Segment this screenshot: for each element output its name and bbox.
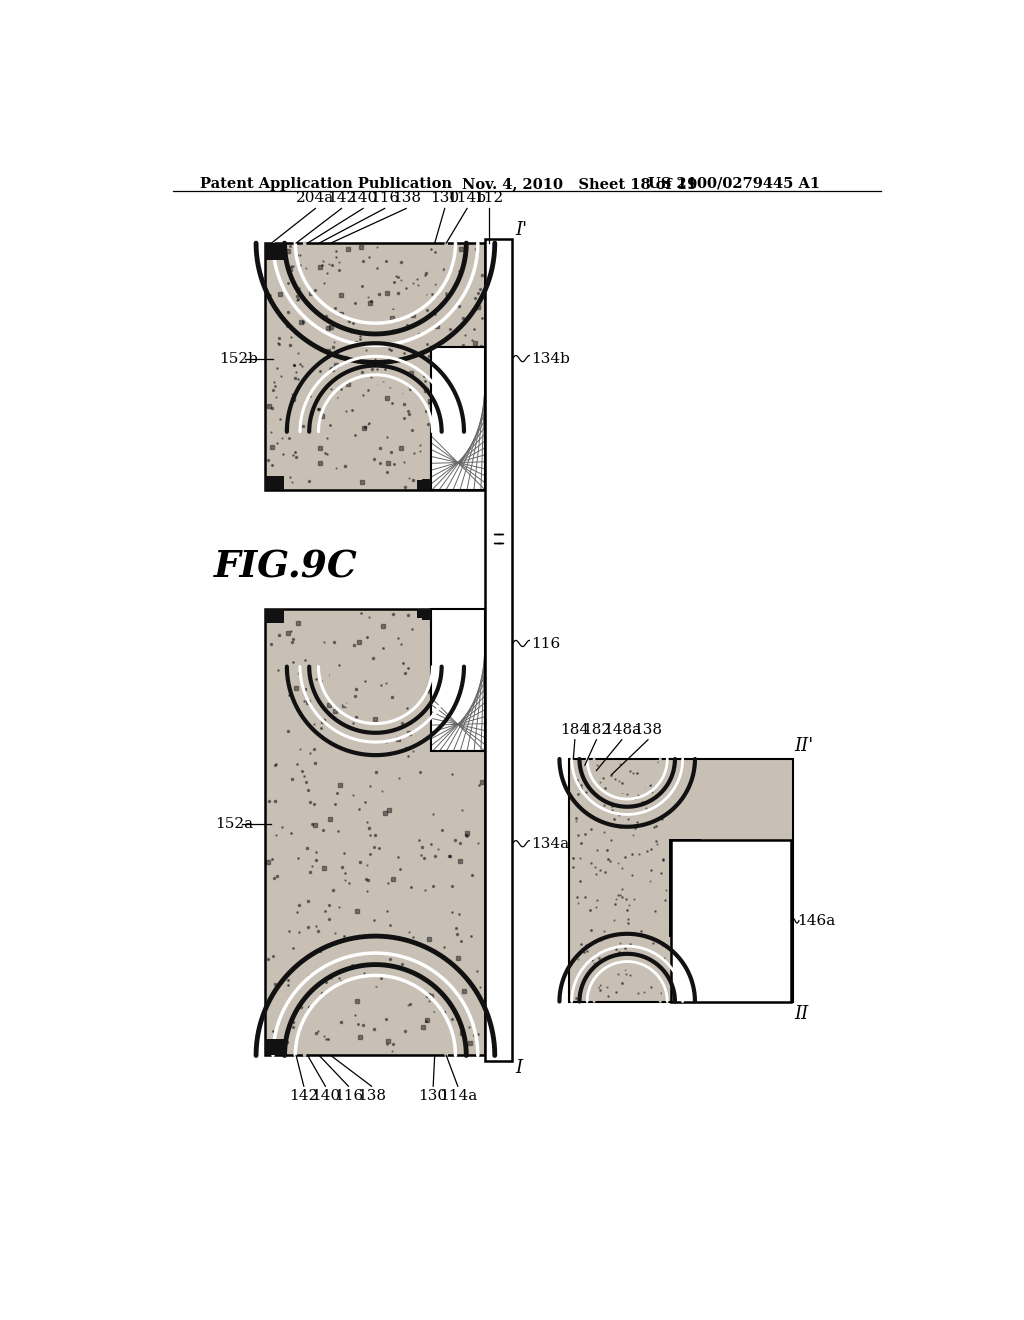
Text: 138: 138 (392, 191, 421, 206)
Text: Patent Application Publication: Patent Application Publication (200, 177, 452, 191)
Text: 130: 130 (430, 191, 460, 206)
Bar (671, 840, 792, 1002)
Bar (417, 480, 431, 490)
Bar (265, 243, 287, 260)
Text: 152b: 152b (219, 351, 258, 366)
Bar (569, 759, 793, 1002)
Text: 142: 142 (289, 1089, 318, 1104)
Text: 152a: 152a (215, 817, 253, 832)
Bar (431, 347, 484, 490)
Text: 138: 138 (357, 1089, 386, 1104)
Text: 138: 138 (634, 722, 663, 737)
Bar (265, 243, 484, 490)
Text: 112: 112 (474, 191, 503, 206)
Bar (422, 479, 431, 490)
Text: II': II' (795, 737, 813, 755)
Text: 134a: 134a (531, 837, 569, 850)
Text: 140: 140 (348, 191, 378, 206)
Bar (431, 347, 484, 490)
Text: I: I (515, 1059, 522, 1077)
Text: 134b: 134b (531, 351, 569, 366)
Text: Nov. 4, 2010   Sheet 18 of 19: Nov. 4, 2010 Sheet 18 of 19 (462, 177, 697, 191)
Text: 146a: 146a (798, 913, 836, 928)
Text: 116: 116 (370, 191, 399, 206)
Bar (265, 609, 484, 1056)
Bar (431, 609, 484, 751)
Text: II: II (795, 1006, 809, 1023)
Text: 114b: 114b (447, 191, 486, 206)
Text: FIG.9C: FIG.9C (214, 548, 357, 585)
Text: 140: 140 (310, 1089, 340, 1104)
Bar (670, 840, 700, 936)
Text: 114a: 114a (438, 1089, 477, 1104)
Text: 148a: 148a (603, 722, 641, 737)
Text: 142: 142 (327, 191, 356, 206)
Bar (265, 1039, 287, 1056)
Text: 116: 116 (531, 636, 560, 651)
Bar (417, 609, 431, 618)
Text: 116: 116 (334, 1089, 364, 1104)
Text: 184: 184 (560, 722, 590, 737)
Bar (484, 239, 512, 1061)
Text: 182: 182 (582, 722, 611, 737)
Bar (265, 609, 284, 623)
Text: 204a: 204a (296, 191, 335, 206)
Text: 130: 130 (419, 1089, 447, 1104)
Bar (265, 475, 284, 490)
Bar (431, 609, 484, 751)
Text: I': I' (515, 222, 527, 239)
Bar (670, 840, 700, 936)
Bar (422, 609, 431, 619)
Text: US 2100/0279445 A1: US 2100/0279445 A1 (648, 177, 820, 191)
